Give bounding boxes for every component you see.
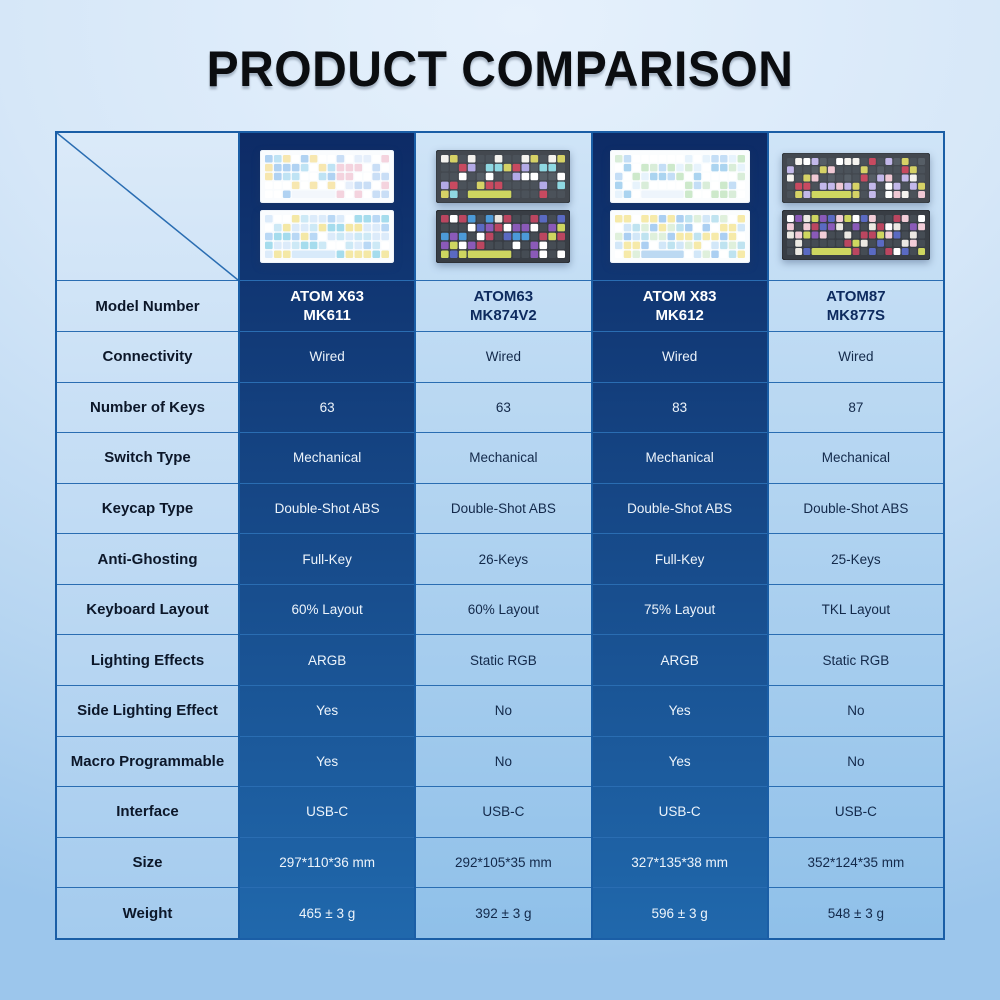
product-model-line2: MK874V2 [470,307,537,324]
spec-value: Mechanical [592,432,767,483]
spec-value: Yes [240,735,415,787]
spec-value: Mechanical [416,432,591,483]
spec-value: USB-C [768,786,943,837]
row-label: Anti-Ghosting [57,533,238,584]
row-label: Connectivity [57,331,238,382]
spec-value: ARGB [240,634,415,685]
row-label: Keyboard Layout [57,583,238,635]
product-column-4: ATOM87 MK877S Wired 87 Mechanical Double-Sh… [766,133,943,938]
product-model-line1: ATOM X83 [642,287,717,305]
product-column-2: ATOM63 MK874V2 Wired 63 Mechanical Double-S… [414,133,591,938]
keyboard-photo-top [609,149,751,204]
keyboard-photo-bottom [435,209,571,264]
spec-value: Full-Key [592,533,767,584]
keyboard-photo-bottom [781,209,931,261]
product-model: ATOM X63 MK611 [240,280,415,331]
spec-value: Mechanical [768,432,943,483]
keyboard-images-cell [769,133,943,280]
spec-value: 25-Keys [768,533,943,584]
keyboard-photo-top [435,149,571,204]
spec-value: 465 ± 3 g [240,887,415,938]
spec-value: ARGB [592,634,767,685]
product-model-line1: ATOM63 [473,287,534,305]
spec-value: 327*135*38 mm [592,836,767,888]
product-model-line2: MK612 [655,307,704,324]
keyboard-images-cell [416,133,590,280]
comparison-table: Model Number Connectivity Number of Keys S… [55,131,945,940]
product-model-line2: MK877S [826,307,886,324]
spec-value: Wired [416,331,591,382]
keyboard-photo-bottom [259,209,395,264]
spec-value: 352*124*35 mm [768,836,943,888]
keyboard-photo-bottom [609,209,751,264]
spec-value: Double-Shot ABS [416,482,591,534]
keyboard-photo-top [781,152,931,204]
product-model: ATOM X83 MK612 [592,280,767,331]
spec-value: 83 [592,381,767,433]
spec-value: Double-Shot ABS [240,482,415,534]
spec-value: USB-C [240,786,415,837]
spec-value: Full-Key [240,533,415,584]
row-label: Keycap Type [57,482,238,534]
spec-value: 75% Layout [592,583,767,635]
keyboard-photo-top [259,149,395,204]
spec-value: 87 [768,381,943,433]
spec-value: No [768,685,943,736]
product-model: ATOM87 MK877S [768,280,943,331]
page-title: PRODUCT COMPARISON [206,41,794,98]
product-model-line1: ATOM87 [826,287,886,305]
spec-value: Wired [240,331,415,382]
spec-value: 548 ± 3 g [768,887,943,938]
spec-value: Yes [592,685,767,736]
spec-value: Mechanical [240,432,415,483]
spec-value: No [416,735,591,787]
spec-value: 60% Layout [416,583,591,635]
product-model-line1: ATOM X63 [290,287,364,305]
spec-value: USB-C [592,786,767,837]
keyboard-images-cell [240,133,414,280]
spec-value: 292*105*35 mm [416,836,591,888]
product-model: ATOM63 MK874V2 [416,280,591,331]
spec-value: 392 ± 3 g [416,887,591,938]
row-label: Weight [57,887,238,938]
spec-value: Double-Shot ABS [768,482,943,534]
product-column-3: ATOM X83 MK612 Wired 83 Mechanical Double-S… [590,133,767,938]
keyboard-images-cell [593,133,767,280]
diagonal-header-cell [57,133,238,280]
label-column: Model Number Connectivity Number of Keys S… [57,133,238,938]
product-column-1: ATOM X63 MK611 Wired 63 Mechanical Double-S… [238,133,415,938]
spec-value: 63 [240,381,415,433]
row-label: Switch Type [57,432,238,483]
row-label: Macro Programmable [57,735,238,787]
spec-value: 60% Layout [240,583,415,635]
spec-value: Wired [592,331,767,382]
spec-value: TKL Layout [768,583,943,635]
row-label: Side Lighting Effect [57,685,238,736]
row-label: Lighting Effects [57,634,238,685]
diagonal-line [57,133,238,280]
spec-value: 26-Keys [416,533,591,584]
spec-value: 63 [416,381,591,433]
product-model-line2: MK611 [303,307,351,324]
spec-value: Wired [768,331,943,382]
spec-value: Static RGB [416,634,591,685]
spec-value: No [416,685,591,736]
row-label: Size [57,836,238,888]
row-label-model-number: Model Number [57,280,238,331]
spec-value: 297*110*36 mm [240,836,415,888]
spec-value: No [768,735,943,787]
spec-value: Double-Shot ABS [592,482,767,534]
spec-value: Yes [592,735,767,787]
row-label: Number of Keys [57,381,238,433]
spec-value: USB-C [416,786,591,837]
spec-value: 596 ± 3 g [592,887,767,938]
row-label: Interface [57,786,238,837]
spec-value: Yes [240,685,415,736]
spec-value: Static RGB [768,634,943,685]
